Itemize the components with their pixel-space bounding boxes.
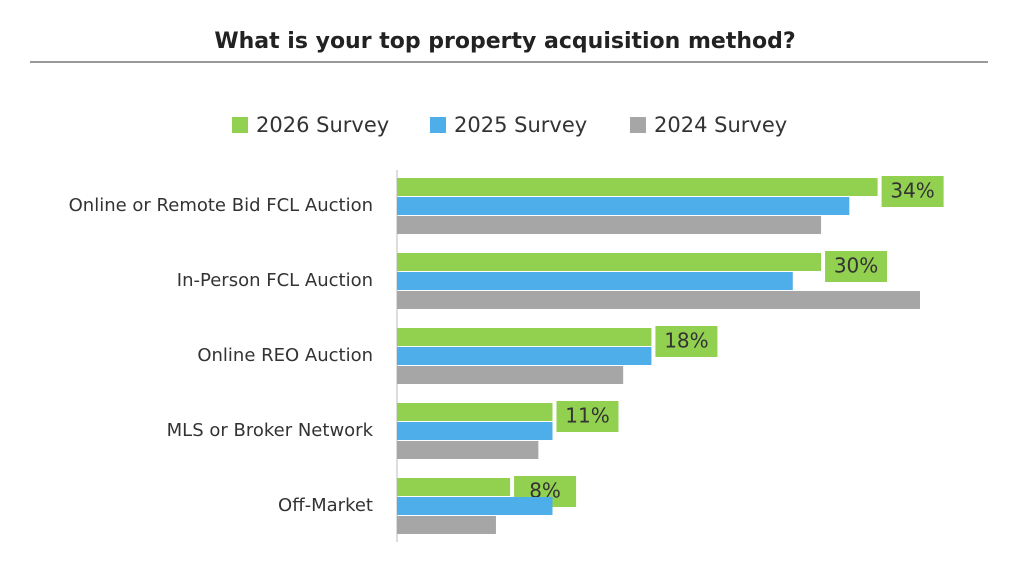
value-label: 11% [565,404,609,428]
category-label: Online REO Auction [197,345,373,366]
category-label: In-Person FCL Auction [177,270,373,291]
value-label-box [556,401,619,432]
category-label: Off-Market [278,495,373,516]
bar [397,422,553,440]
legend-label: 2026 Survey [256,113,389,137]
category-label: MLS or Broker Network [167,420,374,441]
bar [397,347,652,365]
value-label: 18% [664,329,708,353]
legend-swatch [232,117,248,133]
bar [397,478,511,496]
chart-title: What is your top property acquisition me… [214,29,795,54]
value-label-box [881,176,944,207]
value-label: 30% [834,254,878,278]
bar [397,516,496,534]
bar [397,441,539,459]
bar [397,366,624,384]
bar [397,328,652,346]
legend-swatch [630,117,646,133]
bar [397,497,553,515]
value-label: 34% [890,179,934,203]
bar [397,178,878,196]
bar [397,272,793,290]
bar [397,253,822,271]
legend-label: 2024 Survey [654,113,787,137]
value-label-box [655,326,718,357]
bar [397,291,920,309]
value-label-box [825,251,888,282]
legend-swatch [430,117,446,133]
category-label: Online or Remote Bid FCL Auction [69,195,373,216]
legend-label: 2025 Survey [454,113,587,137]
bar [397,216,822,234]
bar [397,197,850,215]
bar [397,403,553,421]
